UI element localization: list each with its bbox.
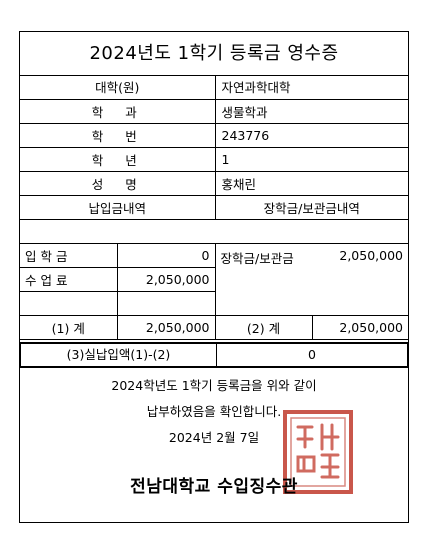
payment-section-header: 납입금내역 bbox=[20, 194, 216, 220]
info-value: 생물학과 bbox=[214, 98, 408, 124]
info-label: 학년 bbox=[20, 146, 216, 172]
sum2-label: (2) 계 bbox=[214, 315, 313, 340]
info-row-name: 성명 홍채린 bbox=[20, 170, 408, 196]
section-headers: 납입금내역 장학금/보관금내역 bbox=[20, 194, 408, 220]
receipt: 2024년도 1학기 등록금 영수증 대학(원) 자연과학대학 학과 생물학과 … bbox=[19, 31, 409, 523]
tuition-label: 수 업 료 bbox=[20, 267, 118, 292]
info-row-year: 학년 1 bbox=[20, 146, 408, 172]
scholarship-value: 2,050,000 bbox=[339, 248, 403, 263]
sum2-value: 2,050,000 bbox=[311, 315, 408, 340]
info-label: 학과 bbox=[20, 98, 216, 124]
official-seal-icon bbox=[283, 410, 353, 494]
empty-cell bbox=[20, 291, 118, 316]
tuition-value: 2,050,000 bbox=[116, 267, 215, 292]
info-value: 1 bbox=[214, 146, 408, 172]
info-label: 학번 bbox=[20, 122, 216, 148]
info-label: 성명 bbox=[20, 170, 216, 196]
admission-label: 입 학 금 bbox=[20, 243, 118, 268]
statement-line-1: 2024학년도 1학기 등록금을 위와 같이 bbox=[111, 378, 317, 393]
info-row-student-id: 학번 243776 bbox=[20, 122, 408, 148]
statement-date: 2024년 2월 7일 bbox=[168, 430, 260, 445]
net-payment-row: (3)실납입액(1)-(2) 0 bbox=[19, 342, 409, 368]
empty-cell bbox=[116, 291, 215, 316]
admission-value: 0 bbox=[116, 243, 216, 268]
net-payment-label: (3)실납입액(1)-(2) bbox=[21, 344, 217, 366]
info-value: 243776 bbox=[214, 122, 408, 148]
info-row-department: 학과 생물학과 bbox=[20, 98, 408, 124]
fee-row-admission: 입 학 금 0 장학금/보관금 2,050,000 bbox=[20, 243, 408, 316]
sum1-label: (1) 계 bbox=[20, 315, 118, 340]
info-value: 자연과학대학 bbox=[214, 75, 408, 100]
sum1-value: 2,050,000 bbox=[116, 315, 216, 340]
info-row-college: 대학(원) 자연과학대학 bbox=[20, 75, 408, 100]
fee-row-sum: (1) 계 2,050,000 (2) 계 2,050,000 bbox=[20, 315, 408, 340]
info-label: 대학(원) bbox=[20, 75, 216, 100]
scholarship-cell: 장학금/보관금 2,050,000 bbox=[214, 243, 408, 316]
net-payment-value: 0 bbox=[308, 347, 316, 362]
scholarship-label: 장학금/보관금 bbox=[220, 251, 294, 266]
info-value: 홍채린 bbox=[214, 170, 408, 196]
fee-row-empty bbox=[20, 291, 408, 316]
statement-line-2: 납부하였음을 확인합니다. bbox=[146, 404, 282, 419]
receipt-title: 2024년도 1학기 등록금 영수증 bbox=[20, 32, 408, 76]
student-info-table: 대학(원) 자연과학대학 학과 생물학과 학번 243776 학년 1 성명 홍… bbox=[20, 75, 408, 220]
fee-table: 입 학 금 0 장학금/보관금 2,050,000 수 업 료 2,050,00… bbox=[20, 243, 408, 340]
scholarship-section-header: 장학금/보관금내역 bbox=[214, 194, 408, 220]
signer-name: 전남대학교 수입징수관 bbox=[130, 477, 298, 497]
fee-row-tuition: 수 업 료 2,050,000 bbox=[20, 267, 408, 292]
